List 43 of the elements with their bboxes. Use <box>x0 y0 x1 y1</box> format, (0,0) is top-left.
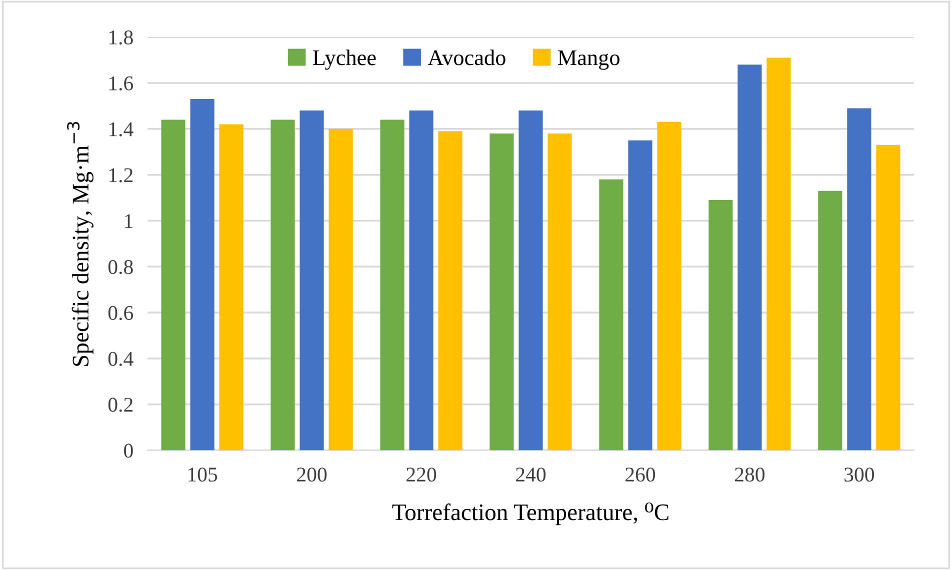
bar <box>708 200 733 450</box>
bar <box>270 120 295 450</box>
y-tick-label: 0.2 <box>108 398 133 412</box>
x-tick-label: 300 <box>844 468 874 482</box>
bar <box>628 140 652 450</box>
bar <box>518 110 543 450</box>
bar <box>328 128 353 450</box>
legend-label: Lychee <box>313 50 376 70</box>
bar <box>738 64 762 450</box>
y-tick-label: 1.6 <box>109 76 134 90</box>
x-tick-label: 280 <box>734 468 765 482</box>
x-tick-label: 220 <box>406 468 436 482</box>
bar <box>300 110 324 450</box>
legend-label: Mango <box>558 50 620 70</box>
bar <box>490 133 514 450</box>
bar <box>599 179 624 450</box>
bar <box>190 99 214 450</box>
bar <box>161 120 186 450</box>
bar <box>409 110 434 450</box>
bar <box>766 58 791 450</box>
bar <box>438 131 462 450</box>
bar <box>380 120 404 450</box>
y-tick-label: 0.8 <box>108 260 133 274</box>
x-tick-label: 260 <box>626 468 656 482</box>
bar <box>657 122 682 450</box>
y-tick-label: 1.2 <box>109 168 133 182</box>
bar <box>548 133 572 450</box>
y-tick-label: 0 <box>124 444 133 458</box>
y-tick-label: 0.4 <box>108 352 134 366</box>
y-tick-label: 1 <box>125 214 132 228</box>
bar <box>876 144 900 450</box>
bar <box>847 108 872 450</box>
y-tick-label: 1.4 <box>109 122 134 136</box>
x-tick-label: 240 <box>516 468 546 482</box>
y-tick-label: 0.6 <box>108 306 134 320</box>
y-tick-label: 1.8 <box>109 30 133 45</box>
bar <box>818 190 842 450</box>
x-tick-label: 105 <box>188 468 218 482</box>
y-axis-title: Specific density, Mg·m$^{−3}$ <box>67 122 94 366</box>
bar <box>219 124 244 450</box>
x-tick-label: 200 <box>297 468 327 482</box>
x-axis-title: Torrefaction Temperature, ⁰C <box>392 502 668 526</box>
legend-label: Avocado <box>428 50 506 66</box>
